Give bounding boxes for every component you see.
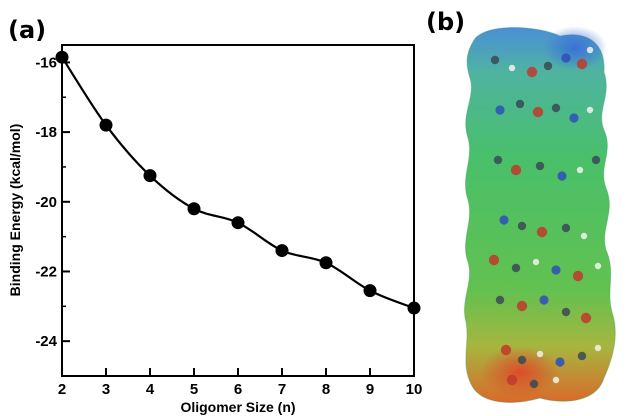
atom-sphere xyxy=(577,351,587,361)
x-tick-label: 9 xyxy=(366,381,374,398)
data-point xyxy=(187,202,201,216)
atom-sphere xyxy=(576,166,584,174)
atom-sphere xyxy=(580,232,588,240)
series-line xyxy=(61,56,415,310)
x-axis-ticks: 2 3 4 5 6 7 8 9 10 xyxy=(58,368,423,398)
atom-sphere xyxy=(488,254,500,266)
atom-sphere xyxy=(517,355,527,365)
atom-sphere xyxy=(551,265,561,275)
x-tick-label: 3 xyxy=(102,381,110,398)
data-point xyxy=(55,50,69,64)
atom-sphere xyxy=(532,258,540,266)
plot-frame xyxy=(61,44,415,377)
x-tick-label: 10 xyxy=(406,381,423,398)
atom-sphere xyxy=(561,223,571,233)
data-point xyxy=(275,244,289,258)
atom-sphere xyxy=(543,61,553,71)
atom-sphere xyxy=(561,307,571,317)
atom-sphere xyxy=(495,295,505,305)
y-tick-label: -16 xyxy=(35,54,57,71)
x-tick-label: 6 xyxy=(234,381,242,398)
atom-sphere xyxy=(594,262,602,270)
atom-sphere xyxy=(510,164,522,176)
atom-sphere xyxy=(586,106,594,114)
atom-sphere xyxy=(539,295,549,305)
y-tick-label: -20 xyxy=(35,194,57,211)
y-tick-label: -18 xyxy=(35,124,57,141)
atom-sphere xyxy=(561,53,571,63)
atom-spheres xyxy=(488,46,602,389)
data-point xyxy=(407,301,421,315)
data-point xyxy=(363,284,377,298)
atom-sphere xyxy=(535,161,545,171)
positive-region-top xyxy=(543,26,607,70)
data-point xyxy=(231,216,245,230)
molecular-surface-image xyxy=(464,26,616,403)
y-tick-label: -24 xyxy=(35,333,57,350)
atom-sphere xyxy=(586,46,594,54)
atom-sphere xyxy=(552,376,560,384)
atom-sphere xyxy=(495,105,505,115)
panel-label-a: (a) xyxy=(8,16,46,44)
atom-sphere xyxy=(594,344,602,352)
binding-energy-chart: 2 3 4 5 6 7 8 9 10 -16 -18 -20 -22 -24 Oligomer Size… xyxy=(7,44,423,415)
atom-sphere xyxy=(511,263,521,273)
atom-sphere xyxy=(536,226,548,238)
data-markers xyxy=(55,50,421,315)
atom-sphere xyxy=(508,64,516,72)
atom-sphere xyxy=(536,350,544,358)
atom-sphere xyxy=(526,66,538,78)
atom-sphere xyxy=(532,106,544,118)
atom-sphere xyxy=(517,221,527,231)
surface-outline xyxy=(464,27,616,403)
atom-sphere xyxy=(529,379,539,389)
atom-sphere xyxy=(551,103,561,113)
x-tick-label: 8 xyxy=(322,381,330,398)
x-tick-label: 5 xyxy=(190,381,198,398)
atom-sphere xyxy=(500,344,512,356)
x-tick-label: 7 xyxy=(278,381,286,398)
atom-sphere xyxy=(516,300,528,312)
atom-sphere xyxy=(572,270,584,282)
atom-sphere xyxy=(490,55,500,65)
atom-sphere xyxy=(493,155,503,165)
x-axis-title: Oligomer Size (n) xyxy=(180,399,295,415)
atom-sphere xyxy=(515,99,525,109)
panel-label-b: (b) xyxy=(426,8,465,36)
negative-region-bottom xyxy=(480,346,560,398)
y-axis-title: Binding Energy (kcal/mol) xyxy=(7,124,23,297)
atom-sphere xyxy=(555,357,565,367)
atom-sphere xyxy=(591,155,601,165)
atom-sphere xyxy=(569,113,579,123)
data-point xyxy=(143,169,157,183)
atom-sphere xyxy=(580,312,592,324)
y-axis-ticks: -16 -18 -20 -22 -24 xyxy=(35,54,70,377)
x-tick-label: 4 xyxy=(146,381,155,398)
data-point xyxy=(319,256,333,270)
data-point xyxy=(99,118,113,132)
atom-sphere xyxy=(499,215,509,225)
atom-sphere xyxy=(557,171,567,181)
atom-sphere xyxy=(506,374,518,386)
atom-sphere xyxy=(576,58,588,70)
x-tick-label: 2 xyxy=(58,381,66,398)
y-tick-label: -22 xyxy=(35,263,57,280)
